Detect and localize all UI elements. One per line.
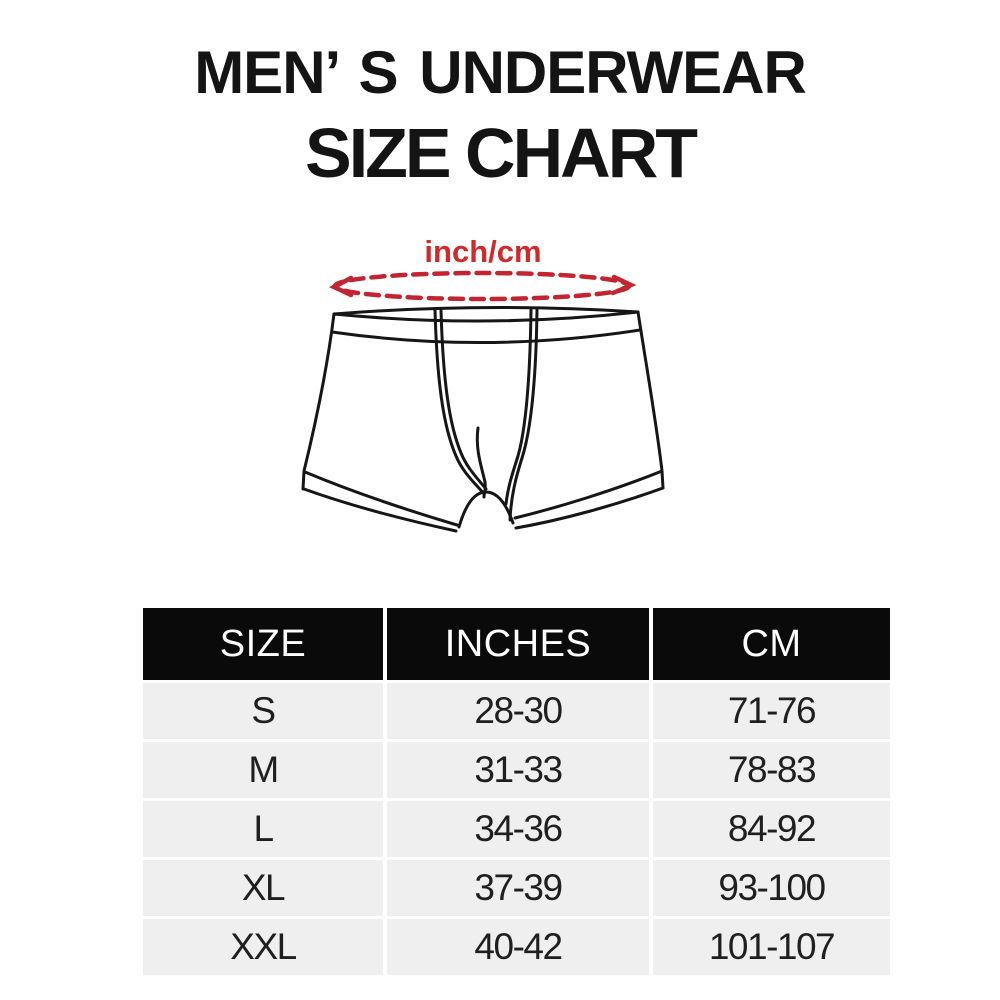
measuring-tape-ellipse-icon [328, 270, 637, 302]
cell-inches: 28-30 [387, 683, 649, 739]
page-title-line2: SIZE CHART [305, 114, 698, 192]
size-chart-table: SIZE INCHES CM S 28-30 71-76 M 31-33 78-… [139, 605, 894, 978]
cell-cm: 93-100 [653, 860, 890, 916]
page-title-line1: MEN’ S UNDERWEAR [194, 39, 807, 106]
table-row-xxl: XXL 40-42 101-107 [143, 919, 890, 975]
boxer-briefs-illustration [301, 270, 665, 533]
column-header-inches: INCHES [387, 608, 649, 680]
column-header-size: SIZE [143, 608, 383, 680]
cell-inches: 37-39 [387, 860, 649, 916]
cell-size: L [143, 801, 383, 857]
cell-cm: 84-92 [653, 801, 890, 857]
cell-cm: 78-83 [653, 742, 890, 798]
cell-inches: 40-42 [387, 919, 649, 975]
cell-cm: 71-76 [653, 683, 890, 739]
cell-inches: 34-36 [387, 801, 649, 857]
cell-size: XXL [143, 919, 383, 975]
column-header-cm: CM [653, 608, 890, 680]
waist-measure-unit-label: inch/cm [424, 234, 542, 269]
table-row-l: L 34-36 84-92 [143, 801, 890, 857]
table-row-m: M 31-33 78-83 [143, 742, 890, 798]
boxer-briefs-outline [301, 305, 665, 533]
cell-inches: 31-33 [387, 742, 649, 798]
cell-size: M [143, 742, 383, 798]
cell-size: XL [143, 860, 383, 916]
table-row-s: S 28-30 71-76 [143, 683, 890, 739]
cell-size: S [143, 683, 383, 739]
table-header-row: SIZE INCHES CM [143, 608, 890, 680]
table-row-xl: XL 37-39 93-100 [143, 860, 890, 916]
cell-cm: 101-107 [653, 919, 890, 975]
